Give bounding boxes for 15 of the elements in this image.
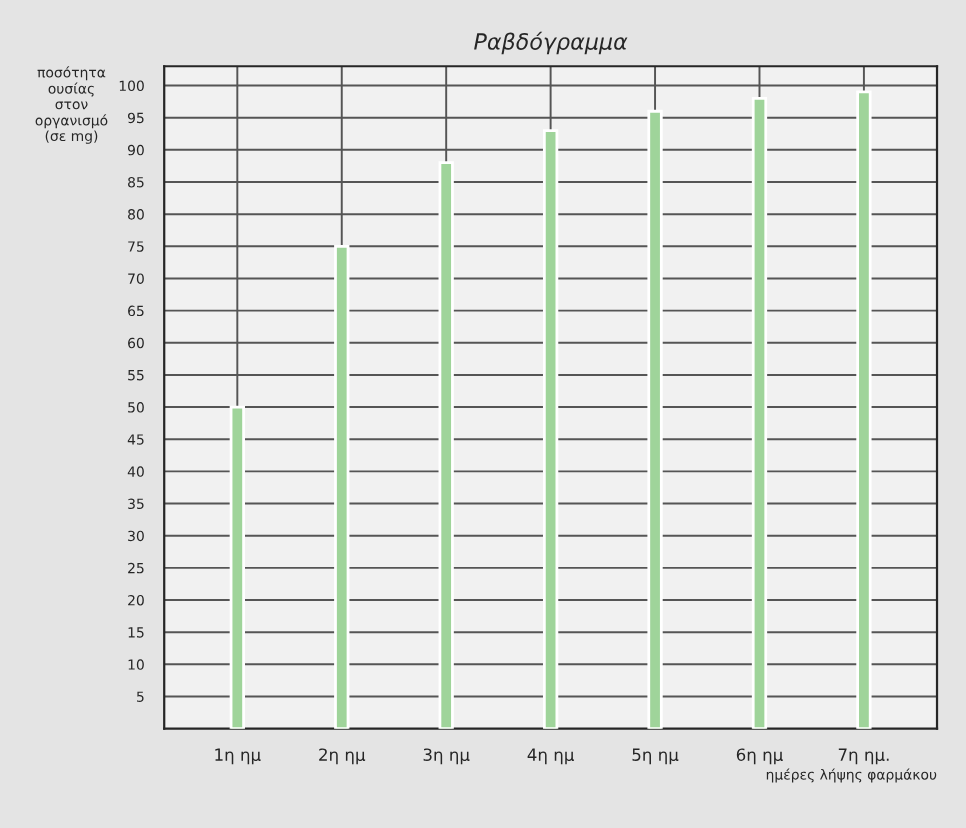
bar xyxy=(647,109,663,729)
chart-title: Ραβδόγραμμα xyxy=(474,31,628,55)
bar xyxy=(438,161,454,729)
x-tick-label: 2η ημ xyxy=(319,748,366,765)
x-tick-label: 6η ημ xyxy=(736,748,783,765)
x-tick-label: 1η ημ xyxy=(215,748,261,765)
x-tick-label: 4η ημ xyxy=(527,748,575,765)
x-tick-label: 5η ημ xyxy=(632,748,679,765)
bar xyxy=(229,405,245,729)
bar xyxy=(334,244,350,729)
bar xyxy=(856,90,872,729)
x-tick-label: 7η ημ. xyxy=(838,748,889,765)
bar xyxy=(542,129,559,729)
bar xyxy=(751,97,768,729)
x-tick-label: 3η ημ xyxy=(423,748,470,765)
